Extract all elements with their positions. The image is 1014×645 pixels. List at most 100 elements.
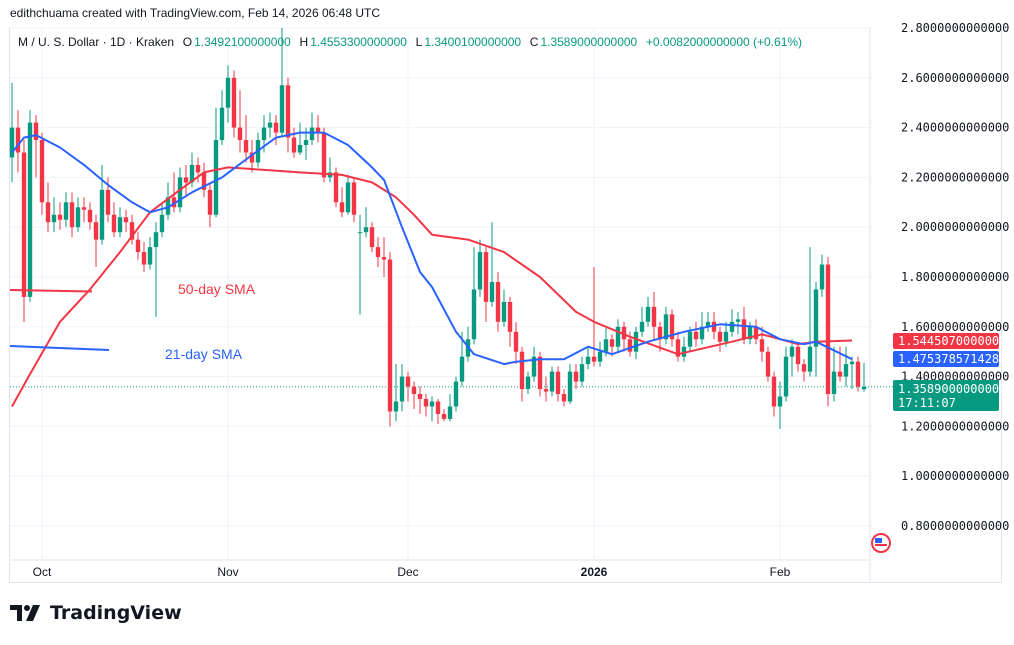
last-price-tag bbox=[893, 380, 999, 411]
candle-body bbox=[567, 371, 573, 402]
candle-body bbox=[51, 214, 57, 223]
candle-body bbox=[861, 386, 867, 390]
candle-body bbox=[321, 132, 327, 178]
candle-body bbox=[93, 222, 99, 240]
candle-body bbox=[561, 394, 567, 402]
candle-body bbox=[645, 306, 651, 322]
time-tick-label: Dec bbox=[397, 565, 418, 579]
candle-body bbox=[27, 122, 33, 297]
time-tick-label: Oct bbox=[33, 565, 52, 579]
candle-body bbox=[57, 214, 63, 220]
candle-body bbox=[459, 356, 465, 382]
candle-body bbox=[807, 346, 813, 372]
candle-body bbox=[801, 364, 807, 372]
candle-body bbox=[687, 331, 693, 347]
candle-body bbox=[375, 247, 381, 258]
candle-body bbox=[189, 164, 195, 183]
candle-body bbox=[603, 339, 609, 352]
sma21-price-tag bbox=[893, 351, 999, 367]
candle-body bbox=[585, 356, 591, 365]
candle-body bbox=[495, 281, 501, 322]
change-value: +0.0082000000000 (+0.61%) bbox=[645, 35, 803, 49]
candle-body bbox=[579, 364, 585, 382]
candle-body bbox=[387, 259, 393, 412]
high-label: H bbox=[299, 35, 309, 49]
candle-body bbox=[471, 289, 477, 340]
candle-body bbox=[783, 356, 789, 397]
chart-credit: edithchuama created with TradingView.com… bbox=[10, 6, 380, 20]
candle-body bbox=[405, 376, 411, 387]
candle-body bbox=[159, 214, 165, 233]
candle-body bbox=[171, 197, 177, 208]
candle-body bbox=[759, 339, 765, 352]
candle-body bbox=[177, 177, 183, 208]
candle-body bbox=[147, 247, 153, 265]
candle-body bbox=[429, 401, 435, 407]
candle-body bbox=[639, 321, 645, 332]
candle-body bbox=[15, 127, 21, 153]
candle-body bbox=[693, 331, 699, 340]
candle-body bbox=[717, 331, 723, 342]
open-value: 1.3492100000000 bbox=[194, 35, 291, 49]
candle-body bbox=[753, 326, 759, 340]
ohlc-legend: M / U. S. Dollar · 1D · Kraken O 1.349210… bbox=[18, 35, 804, 49]
price-tick-label: 1.8000000000000 bbox=[901, 270, 1009, 284]
candle-body bbox=[849, 361, 855, 365]
price-axis: 2.8000000000000 2.6000000000000 2.40000000… bbox=[901, 21, 1009, 533]
candle-body bbox=[279, 85, 285, 133]
candle-body bbox=[261, 127, 267, 141]
candle-body bbox=[99, 189, 105, 240]
sma21-price-tag-text: 1.4753785714286 bbox=[898, 352, 1006, 366]
sma21-line bbox=[11, 131, 853, 366]
candle-body bbox=[705, 321, 711, 327]
candle-body bbox=[369, 227, 375, 248]
candle-body bbox=[543, 389, 549, 392]
candle-body bbox=[537, 356, 543, 390]
candle-body bbox=[573, 371, 579, 382]
time-tick-label: 2026 bbox=[581, 565, 608, 579]
candle-body bbox=[615, 326, 621, 347]
candle-body bbox=[345, 182, 351, 213]
candle-body bbox=[549, 371, 555, 392]
candle-body bbox=[81, 207, 87, 210]
candle-body bbox=[477, 252, 483, 290]
candle-body bbox=[117, 217, 123, 233]
tradingview-logo[interactable]: TradingView bbox=[10, 602, 182, 624]
candle-body bbox=[195, 164, 201, 173]
sma50-price-tag bbox=[893, 333, 999, 349]
chart-frame bbox=[9, 28, 1002, 583]
price-tick-label: 2.6000000000000 bbox=[901, 71, 1009, 85]
candle-body bbox=[129, 222, 135, 240]
candle-body bbox=[633, 331, 639, 352]
candle-body bbox=[231, 77, 237, 128]
open-label: O bbox=[182, 35, 193, 49]
candle-body bbox=[243, 140, 249, 153]
candle-body bbox=[489, 281, 495, 302]
candle-body bbox=[9, 127, 15, 158]
candle-body bbox=[441, 413, 447, 419]
sma21-label: 21-day SMA bbox=[165, 346, 243, 362]
candle-body bbox=[591, 356, 597, 362]
candle-body bbox=[291, 137, 297, 153]
candle-body bbox=[207, 189, 213, 215]
candle-body bbox=[351, 182, 357, 215]
candle-body bbox=[681, 346, 687, 357]
candle-body bbox=[837, 371, 843, 377]
price-tick-label: 1.6000000000000 bbox=[901, 320, 1009, 334]
candle-body bbox=[21, 152, 27, 297]
candle-body bbox=[141, 252, 147, 265]
candle-body bbox=[333, 172, 339, 203]
candle-body bbox=[309, 127, 315, 141]
candle-body bbox=[111, 214, 117, 233]
candle-body bbox=[771, 376, 777, 407]
candle-body bbox=[201, 172, 207, 190]
symbol-title[interactable]: M / U. S. Dollar · 1D · Kraken bbox=[18, 35, 175, 49]
candle-body bbox=[519, 351, 525, 390]
candle-body bbox=[531, 356, 537, 377]
candle-body bbox=[627, 339, 633, 352]
currency-flag-icon[interactable] bbox=[871, 533, 891, 553]
candle-body bbox=[663, 314, 669, 340]
candle-body bbox=[813, 289, 819, 347]
candle-body bbox=[69, 202, 75, 228]
